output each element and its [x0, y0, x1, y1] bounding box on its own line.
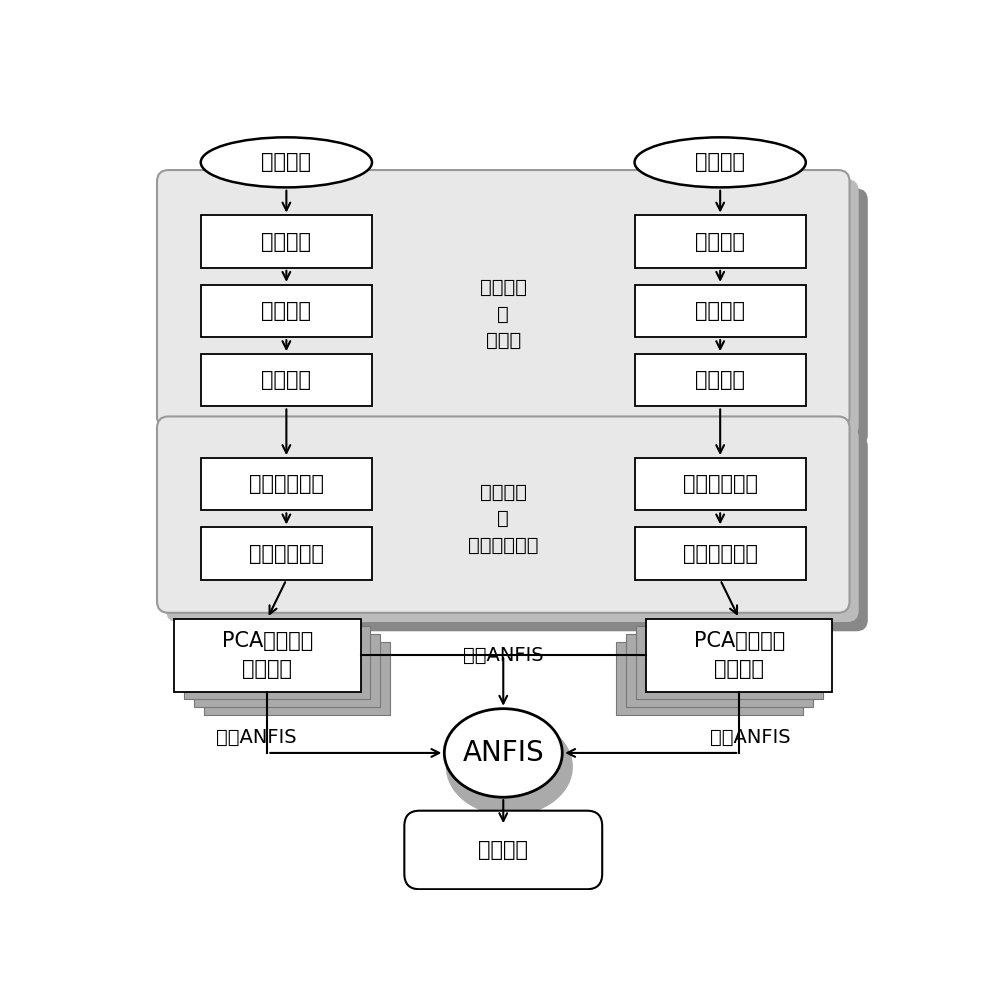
Text: 识别结果: 识别结果 — [478, 840, 528, 860]
Text: 提取脉冲: 提取脉冲 — [261, 370, 311, 390]
FancyBboxPatch shape — [166, 179, 858, 437]
FancyBboxPatch shape — [634, 458, 806, 510]
FancyBboxPatch shape — [200, 527, 372, 580]
FancyBboxPatch shape — [200, 215, 372, 268]
Ellipse shape — [634, 137, 806, 187]
FancyBboxPatch shape — [175, 435, 868, 631]
FancyBboxPatch shape — [634, 215, 806, 268]
Text: 计算特征参数: 计算特征参数 — [248, 544, 324, 564]
FancyBboxPatch shape — [175, 189, 868, 446]
Text: 小波去噪: 小波去噪 — [261, 301, 311, 321]
Ellipse shape — [200, 137, 372, 187]
FancyBboxPatch shape — [166, 426, 858, 622]
FancyBboxPatch shape — [646, 619, 833, 692]
FancyBboxPatch shape — [617, 642, 802, 715]
Text: 小波去噪: 小波去噪 — [695, 301, 745, 321]
Ellipse shape — [419, 826, 587, 874]
Text: ANFIS: ANFIS — [463, 739, 544, 767]
Text: 统计图谱
和
特征参数分析: 统计图谱 和 特征参数分析 — [468, 483, 538, 555]
FancyBboxPatch shape — [184, 626, 370, 699]
FancyBboxPatch shape — [200, 354, 372, 406]
Text: 训练ANFIS: 训练ANFIS — [216, 728, 297, 747]
Text: 计算统计分布: 计算统计分布 — [682, 474, 758, 494]
FancyBboxPatch shape — [157, 416, 849, 613]
FancyBboxPatch shape — [634, 527, 806, 580]
FancyBboxPatch shape — [634, 354, 806, 406]
Text: PCA特征参数
降维处理: PCA特征参数 降维处理 — [222, 631, 313, 679]
FancyBboxPatch shape — [193, 634, 380, 707]
Text: 计算统计分布: 计算统计分布 — [248, 474, 324, 494]
FancyBboxPatch shape — [636, 626, 823, 699]
Text: 频谱滤波: 频谱滤波 — [261, 232, 311, 252]
FancyBboxPatch shape — [200, 458, 372, 510]
FancyBboxPatch shape — [204, 642, 390, 715]
FancyBboxPatch shape — [200, 285, 372, 337]
Text: 提取脉冲: 提取脉冲 — [695, 370, 745, 390]
Text: 测试ANFIS: 测试ANFIS — [710, 728, 791, 747]
Text: 频谱滤波: 频谱滤波 — [695, 232, 745, 252]
Text: 测试样本: 测试样本 — [695, 152, 745, 172]
Ellipse shape — [444, 709, 563, 797]
Text: 训练样本: 训练样本 — [261, 152, 311, 172]
Text: PCA特征参数
降维处理: PCA特征参数 降维处理 — [693, 631, 785, 679]
FancyBboxPatch shape — [634, 285, 806, 337]
FancyBboxPatch shape — [157, 170, 849, 428]
Text: 数据获取
和
预处理: 数据获取 和 预处理 — [480, 278, 526, 350]
Text: 计算特征参数: 计算特征参数 — [682, 544, 758, 564]
FancyBboxPatch shape — [405, 811, 602, 889]
Text: 构建ANFIS: 构建ANFIS — [463, 646, 544, 665]
FancyBboxPatch shape — [174, 619, 360, 692]
Ellipse shape — [446, 718, 573, 816]
FancyBboxPatch shape — [627, 634, 813, 707]
